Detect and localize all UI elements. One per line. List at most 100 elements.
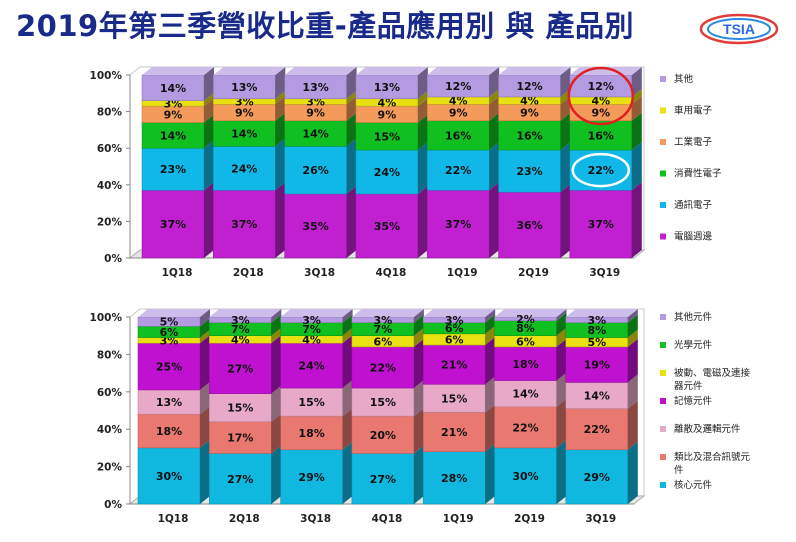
bar-segment-side — [346, 185, 357, 258]
bar-data-label: 12% — [445, 80, 471, 93]
bar-segment-side — [271, 413, 282, 454]
bar-data-label: 24% — [298, 360, 324, 373]
bar-data-label: 8% — [516, 322, 535, 335]
bar-data-label: 6% — [445, 322, 464, 335]
bar-data-label: 15% — [227, 402, 253, 415]
bar-segment: 4% — [280, 327, 353, 346]
bar-data-label: 37% — [160, 218, 186, 231]
bar-segment: 13% — [213, 67, 286, 100]
bar-segment: 18% — [280, 408, 353, 451]
y-tick-label: 0% — [104, 499, 122, 511]
bar-segment-side — [489, 88, 500, 105]
bar-segment-side — [200, 309, 210, 327]
bar-top-face — [280, 309, 353, 317]
bar-segment-front — [569, 149, 633, 191]
bar-segment-side — [200, 318, 210, 338]
legend-swatch — [660, 170, 666, 177]
bar-segment-side — [413, 380, 424, 417]
bar-segment: 3% — [422, 309, 496, 327]
bar-top-face — [565, 309, 638, 317]
bar-segment: 37% — [426, 182, 500, 259]
legend-swatch — [660, 233, 666, 240]
bar-data-label: 13% — [156, 396, 182, 409]
bar-data-label: 9% — [591, 107, 610, 120]
bar-segment-side — [485, 309, 496, 323]
bar-segment: 15% — [209, 385, 282, 422]
bar-data-label: 19% — [584, 359, 610, 372]
bar-data-label: 14% — [231, 128, 257, 141]
y-tick-label: 80% — [97, 107, 123, 119]
bar-data-label: 9% — [520, 107, 539, 120]
bar-data-label: 6% — [516, 335, 535, 348]
bar-segment-front — [284, 146, 347, 195]
bar-segment-side — [489, 142, 500, 191]
bar-segment-side — [204, 182, 214, 258]
bar-data-label: 17% — [227, 432, 253, 445]
bar-segment-side — [271, 314, 282, 336]
bar-top-face — [423, 309, 496, 317]
highlight-circle — [571, 152, 631, 188]
bar-segment-side — [271, 385, 282, 422]
legend-entry: 工業電子 — [660, 136, 713, 148]
bar-data-label: 18% — [512, 358, 538, 371]
bar-data-label: 15% — [374, 130, 400, 143]
bar-data-label: 27% — [227, 362, 253, 375]
bar-segment: 3% — [565, 309, 638, 327]
legend-swatch — [660, 76, 666, 82]
bar-segment-side — [417, 142, 428, 194]
bar-segment: 29% — [565, 441, 638, 505]
bar-segment: 18% — [494, 338, 567, 381]
bar-segment-front — [280, 449, 343, 505]
bar-data-label: 16% — [588, 129, 614, 142]
bar-data-label: 37% — [445, 218, 471, 231]
legend-label: 消費性電子 — [674, 168, 722, 180]
bar-segment-side — [556, 309, 567, 321]
bar-segment-side — [417, 114, 428, 151]
bar-segment: 15% — [280, 380, 353, 417]
bar-segment-side — [485, 443, 496, 504]
bar-segment: 37% — [141, 182, 214, 259]
bar-data-label: 7% — [231, 323, 250, 336]
bar-segment: 15% — [355, 114, 428, 151]
bar-top-face — [351, 309, 424, 317]
chart-product: 0%20%40%60%80%100%30%18%13%25%3%6%5%1Q18… — [90, 308, 751, 525]
bar-top-face — [284, 67, 357, 75]
bar-segment-side — [275, 182, 286, 258]
bar-segment-front — [494, 406, 557, 449]
bar-data-label: 21% — [441, 426, 467, 439]
bar-data-label: 12% — [588, 80, 614, 93]
bar-segment-side — [346, 138, 357, 194]
legend-label: 離散及邏輯元件 — [674, 423, 741, 435]
legend-swatch — [660, 482, 666, 488]
legend-swatch — [660, 107, 666, 114]
y-tick-label: 60% — [97, 387, 123, 399]
bar-segment-front — [355, 122, 419, 151]
bar-segment-front — [141, 74, 205, 101]
bar-segment: 30% — [494, 439, 567, 505]
bar-segment-side — [489, 96, 500, 121]
bar-segment: 14% — [565, 374, 638, 409]
bar-segment: 28% — [422, 443, 496, 505]
bar-data-label: 22% — [445, 164, 471, 177]
bar-data-label: 22% — [588, 164, 614, 177]
y-tick-label: 40% — [97, 424, 123, 436]
bar-segment-side — [275, 96, 286, 121]
bar-segment: 22% — [494, 398, 567, 449]
bar-segment-front — [569, 190, 633, 259]
legend-label: 記憶元件 — [674, 395, 713, 407]
bar-segment-side — [627, 314, 638, 338]
legend-label: 光學元件 — [674, 339, 713, 351]
bar-segment: 22% — [351, 338, 424, 389]
bar-segment-side — [204, 114, 214, 149]
logo-ring-blue-icon — [707, 18, 771, 40]
bar-segment: 21% — [422, 404, 496, 452]
bar-data-label: 24% — [374, 166, 400, 179]
bar-segment: 7% — [209, 314, 282, 336]
legend-entry: 車用電子 — [660, 105, 713, 117]
x-tick-label: 4Q18 — [371, 513, 402, 525]
bar-segment-side — [485, 325, 496, 346]
bar-data-label: 22% — [370, 361, 396, 374]
bar-segment-side — [556, 398, 567, 448]
bar-segment-side — [271, 335, 282, 394]
bar-segment: 25% — [137, 335, 210, 391]
